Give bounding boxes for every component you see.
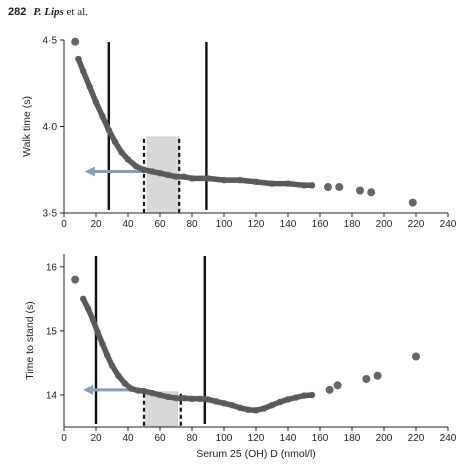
walk-time-panel: 0 20 40 60 80 100 120 140 160 180 200 220 240 3·5 4·0 4… bbox=[21, 36, 457, 231]
x-tick-label: 160 bbox=[312, 219, 329, 230]
y-axis-title: Walk time (s) bbox=[21, 96, 33, 157]
x-tick-label: 40 bbox=[122, 219, 134, 230]
time-to-stand-panel: 0 20 40 60 80 100 120 140 160 180 200 220 240 14 15 16 T… bbox=[24, 254, 457, 460]
x-tick-label: 220 bbox=[408, 219, 425, 230]
x-tick-label: 100 bbox=[216, 219, 233, 230]
y-tick-label: 16 bbox=[46, 262, 58, 273]
author-main: P. Lips bbox=[33, 6, 64, 18]
x-tick-label: 100 bbox=[216, 433, 233, 444]
y-tick-label: 3·5 bbox=[43, 209, 58, 220]
x-tick-label: 180 bbox=[344, 219, 361, 230]
x-tick-label: 120 bbox=[248, 219, 265, 230]
x-tick-label: 140 bbox=[280, 433, 297, 444]
x-tick-label: 240 bbox=[440, 219, 457, 230]
data-point bbox=[373, 371, 382, 380]
y-tick-label: 15 bbox=[46, 326, 58, 337]
fitted-curve bbox=[80, 296, 315, 414]
data-point bbox=[412, 352, 420, 361]
x-tick-label: 80 bbox=[186, 219, 198, 230]
x-tick-label: 60 bbox=[154, 433, 166, 444]
x-tick-label: 220 bbox=[408, 433, 425, 444]
x-tick-label: 20 bbox=[90, 433, 102, 444]
y-tick-label: 4·5 bbox=[43, 36, 58, 47]
page-header: 282 P. Lips et al. bbox=[8, 6, 88, 22]
data-point bbox=[367, 188, 376, 197]
x-tick-label: 160 bbox=[312, 433, 329, 444]
y-axis-title: Time to stand (s) bbox=[24, 301, 36, 379]
y-tick-label: 14 bbox=[46, 390, 58, 401]
x-tick-label: 120 bbox=[248, 433, 265, 444]
data-point bbox=[362, 374, 371, 383]
arrow-head bbox=[83, 384, 94, 395]
data-point bbox=[333, 381, 342, 390]
x-tick-label: 0 bbox=[61, 433, 67, 444]
y-tick-label: 4·0 bbox=[43, 122, 58, 133]
page-number: 282 bbox=[8, 6, 27, 18]
x-tick-label: 0 bbox=[61, 219, 67, 230]
x-tick-label: 40 bbox=[122, 433, 134, 444]
data-point bbox=[335, 183, 344, 192]
x-axis-title: Serum 25 (OH) D (nmol/l) bbox=[196, 448, 316, 460]
x-tick-label: 200 bbox=[376, 433, 393, 444]
x-tick-label: 60 bbox=[154, 219, 166, 230]
arrow-head bbox=[84, 166, 95, 177]
fitted-curve bbox=[75, 56, 315, 189]
x-tick-label: 140 bbox=[280, 219, 297, 230]
x-tick-label: 240 bbox=[440, 433, 457, 444]
data-point bbox=[408, 198, 417, 207]
author-rest: et al. bbox=[63, 6, 88, 18]
x-tick-label: 80 bbox=[186, 433, 198, 444]
x-tick-label: 200 bbox=[376, 219, 393, 230]
x-tick-label: 180 bbox=[344, 433, 361, 444]
data-point bbox=[325, 385, 334, 394]
author-line: P. Lips et al. bbox=[33, 6, 88, 18]
data-point bbox=[71, 275, 80, 284]
data-point bbox=[71, 37, 80, 46]
data-point bbox=[356, 186, 364, 195]
x-tick-label: 20 bbox=[90, 219, 102, 230]
data-point bbox=[324, 183, 332, 192]
